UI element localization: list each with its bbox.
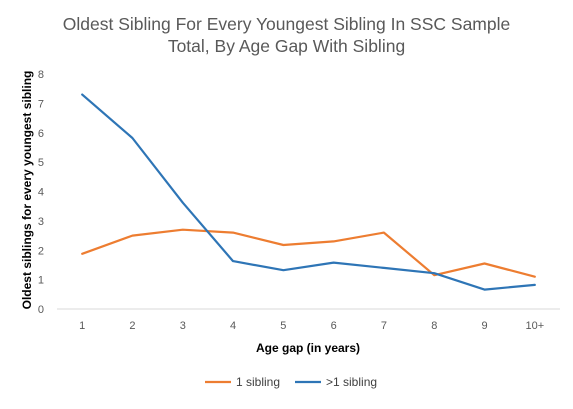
y-tick-label: 7 [38,98,44,110]
legend-label-1: 1 sibling [236,375,280,389]
x-tick-label: 5 [280,320,286,332]
y-tick-label: 6 [38,128,44,140]
chart-title-line-2: Total, By Age Gap With Sibling [168,36,405,56]
y-tick-label: 8 [38,69,44,81]
series-layer [81,93,536,291]
x-tick-label: 7 [381,320,387,332]
y-tick-label: 1 [38,275,44,287]
x-tick-label: 1 [79,320,85,332]
x-tick-label: 10+ [526,320,545,332]
x-axis-title: Age gap (in years) [256,341,360,355]
y-tick-label: 5 [38,157,44,169]
chart-title: Oldest Sibling For Every Youngest Siblin… [63,14,510,56]
y-tick-label: 3 [38,216,44,228]
y-axis-tick-labels: 0 1 2 3 4 5 6 7 8 [38,69,44,316]
x-tick-label: 8 [431,320,437,332]
x-tick-label: 2 [129,320,135,332]
x-tick-label: 9 [481,320,487,332]
x-axis-tick-labels: 1 2 3 4 5 6 7 8 9 10+ [79,320,544,332]
x-tick-label: 4 [230,320,236,332]
y-tick-label: 4 [38,187,44,199]
legend-label-2: >1 sibling [326,375,377,389]
y-axis-title: Oldest siblings for every youngest sibli… [20,71,34,310]
chart-title-line-1: Oldest Sibling For Every Youngest Siblin… [63,14,510,34]
x-tick-label: 6 [331,320,337,332]
series-line-1 [81,228,536,278]
x-tick-label: 3 [180,320,186,332]
legend: 1 sibling >1 sibling [205,375,377,389]
y-tick-label: 0 [38,304,44,316]
series-line-2 [81,93,536,291]
y-tick-label: 2 [38,245,44,257]
